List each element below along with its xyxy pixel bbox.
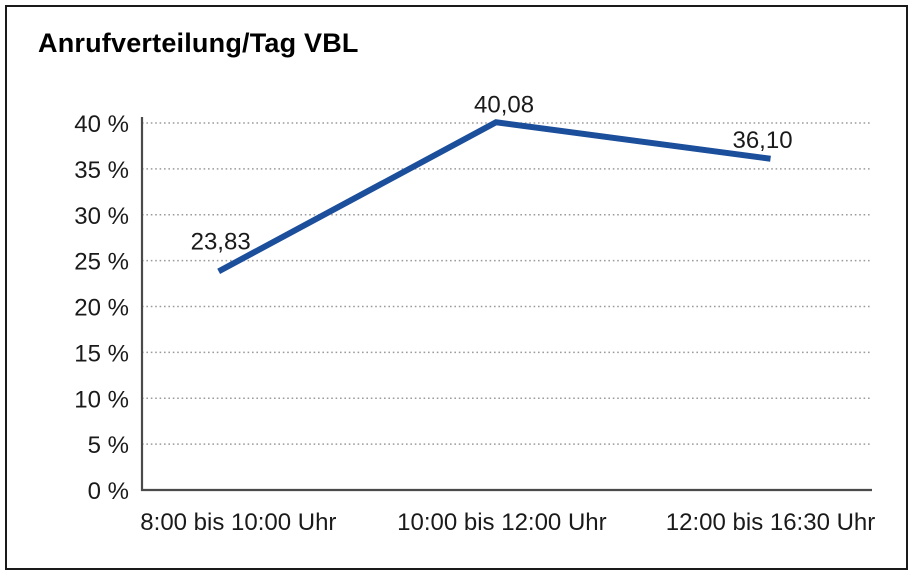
y-tick-label: 30 %: [74, 203, 129, 230]
y-tick-label: 5 %: [88, 432, 129, 459]
y-tick-label: 25 %: [74, 249, 129, 276]
x-category-label: 8:00 bis 10:00 Uhr: [140, 509, 336, 536]
chart-title: Anrufverteilung/Tag VBL: [38, 28, 359, 58]
data-point-label: 40,08: [474, 91, 534, 118]
x-category-label: 10:00 bis 12:00 Uhr: [397, 509, 606, 536]
y-tick-label: 0 %: [88, 478, 129, 505]
data-point-label: 23,83: [191, 228, 251, 255]
y-tick-label: 20 %: [74, 295, 129, 322]
y-tick-label: 15 %: [74, 340, 129, 367]
data-line: [217, 119, 771, 275]
x-category-label: 12:00 bis 16:30 Uhr: [666, 509, 875, 536]
y-tick-label: 40 %: [74, 111, 129, 138]
y-tick-label: 35 %: [74, 157, 129, 184]
data-point-label: 36,10: [732, 127, 792, 154]
y-tick-label: 10 %: [74, 386, 129, 413]
